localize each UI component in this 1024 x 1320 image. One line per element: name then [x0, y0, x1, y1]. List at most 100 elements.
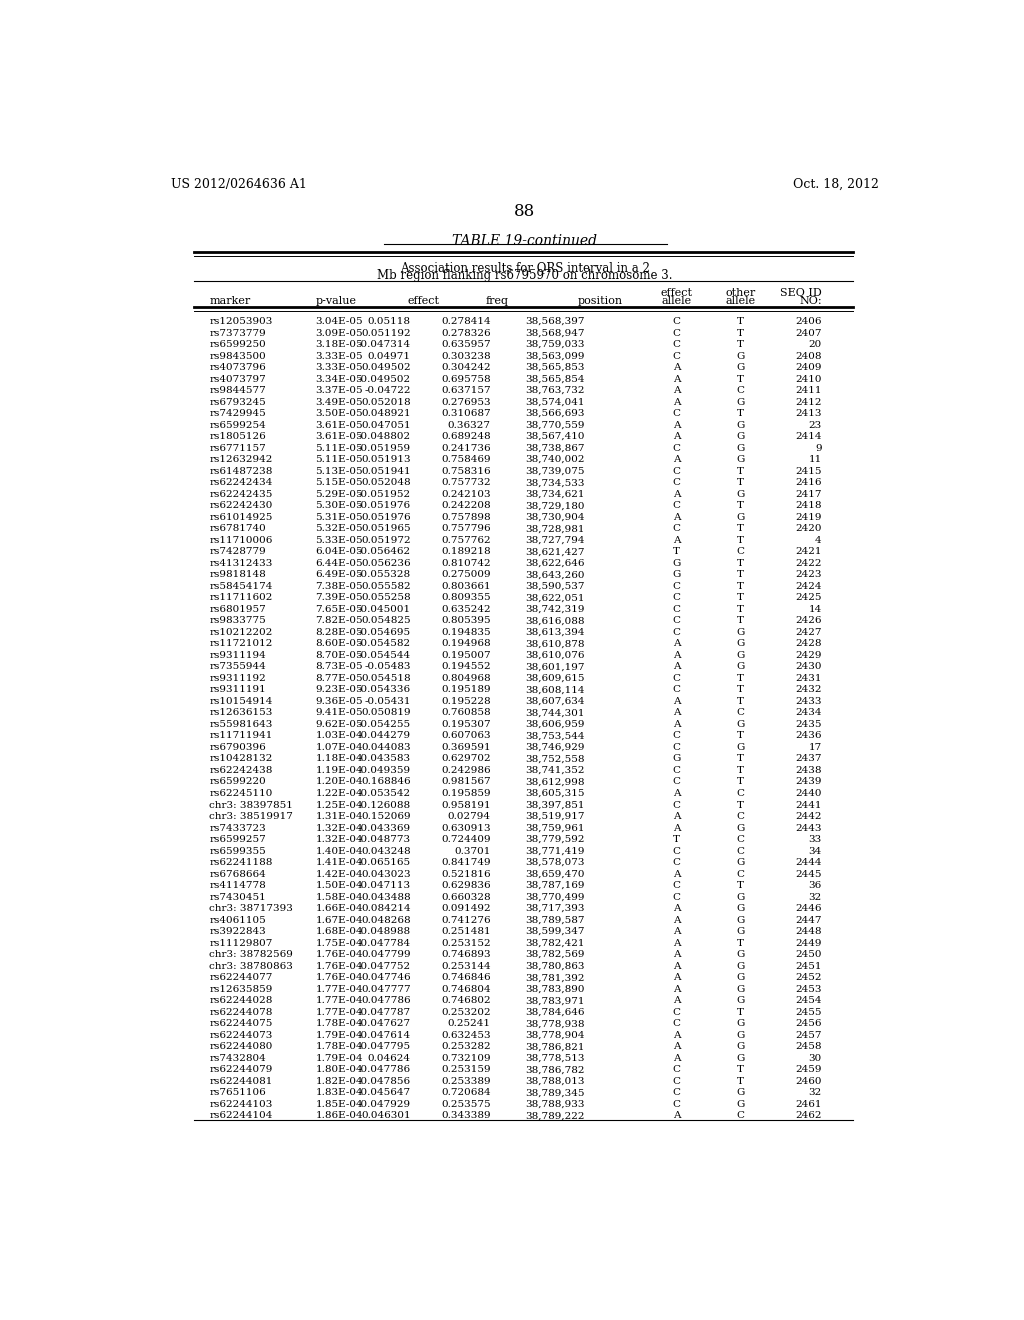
Text: 1.77E-04: 1.77E-04: [315, 1007, 364, 1016]
Text: 1.80E-04: 1.80E-04: [315, 1065, 364, 1074]
Text: -0.045001: -0.045001: [357, 605, 411, 614]
Text: T: T: [736, 605, 743, 614]
Text: -0.048988: -0.048988: [357, 927, 411, 936]
Text: 2428: 2428: [795, 639, 821, 648]
Text: A: A: [673, 939, 681, 948]
Text: 5.11E-05: 5.11E-05: [315, 455, 364, 465]
Text: C: C: [673, 1077, 681, 1086]
Text: chr3: 38519917: chr3: 38519917: [209, 812, 293, 821]
Text: 38,782,421: 38,782,421: [525, 939, 586, 948]
Text: G: G: [736, 1100, 744, 1109]
Text: rs7429945: rs7429945: [209, 409, 266, 418]
Text: 38,590,537: 38,590,537: [525, 582, 586, 591]
Text: 0.803661: 0.803661: [441, 582, 490, 591]
Text: T: T: [736, 317, 743, 326]
Text: -0.056462: -0.056462: [357, 548, 411, 556]
Text: G: G: [736, 892, 744, 902]
Text: rs11721012: rs11721012: [209, 639, 272, 648]
Text: 38,519,917: 38,519,917: [525, 812, 586, 821]
Text: rs7651106: rs7651106: [209, 1088, 266, 1097]
Text: 38,789,222: 38,789,222: [525, 1111, 586, 1121]
Text: 3.34E-05: 3.34E-05: [315, 375, 364, 384]
Text: 38,612,998: 38,612,998: [525, 777, 586, 787]
Text: 2458: 2458: [795, 1043, 821, 1051]
Text: C: C: [673, 766, 681, 775]
Text: 1.40E-04: 1.40E-04: [315, 846, 364, 855]
Text: 1.25E-04: 1.25E-04: [315, 800, 364, 809]
Text: C: C: [673, 675, 681, 682]
Text: 38,779,592: 38,779,592: [525, 836, 586, 843]
Text: G: G: [736, 1019, 744, 1028]
Text: 0.757796: 0.757796: [441, 524, 490, 533]
Text: 1.22E-04: 1.22E-04: [315, 789, 364, 799]
Text: A: A: [673, 363, 681, 372]
Text: 0.253202: 0.253202: [441, 1007, 490, 1016]
Text: 23: 23: [808, 421, 821, 429]
Text: C: C: [673, 351, 681, 360]
Text: 1.76E-04: 1.76E-04: [315, 973, 364, 982]
Text: 0.054825: 0.054825: [361, 616, 411, 626]
Text: 0.981567: 0.981567: [441, 777, 490, 787]
Text: 0.720684: 0.720684: [441, 1088, 490, 1097]
Text: rs3922843: rs3922843: [209, 927, 266, 936]
Text: Oct. 18, 2012: Oct. 18, 2012: [794, 178, 879, 190]
Text: 1.83E-04: 1.83E-04: [315, 1088, 364, 1097]
Text: rs9311194: rs9311194: [209, 651, 266, 660]
Text: 0.369591: 0.369591: [441, 743, 490, 752]
Text: 0.194968: 0.194968: [441, 639, 490, 648]
Text: 38,568,947: 38,568,947: [525, 329, 586, 338]
Text: 2423: 2423: [795, 570, 821, 579]
Text: 7.65E-05: 7.65E-05: [315, 605, 364, 614]
Text: 3.49E-05: 3.49E-05: [315, 397, 364, 407]
Text: 0.091492: 0.091492: [441, 904, 490, 913]
Text: 0.275009: 0.275009: [441, 570, 490, 579]
Text: rs4061105: rs4061105: [209, 916, 266, 924]
Text: 2426: 2426: [795, 616, 821, 626]
Text: chr3: 38397851: chr3: 38397851: [209, 800, 293, 809]
Text: T: T: [736, 570, 743, 579]
Text: 1.78E-04: 1.78E-04: [315, 1019, 364, 1028]
Text: 2431: 2431: [795, 675, 821, 682]
Text: C: C: [673, 892, 681, 902]
Text: 17: 17: [808, 743, 821, 752]
Text: 0.051976: 0.051976: [361, 512, 411, 521]
Text: -0.053542: -0.053542: [357, 789, 411, 799]
Text: 38,610,878: 38,610,878: [525, 639, 586, 648]
Text: 2442: 2442: [795, 812, 821, 821]
Text: 0.253389: 0.253389: [441, 1077, 490, 1086]
Text: 2460: 2460: [795, 1077, 821, 1086]
Text: C: C: [673, 858, 681, 867]
Text: G: G: [736, 628, 744, 636]
Text: 38,717,393: 38,717,393: [525, 904, 586, 913]
Text: A: A: [673, 421, 681, 429]
Text: A: A: [673, 812, 681, 821]
Text: 0.02794: 0.02794: [447, 812, 490, 821]
Text: 38,599,347: 38,599,347: [525, 927, 586, 936]
Text: 0.048268: 0.048268: [361, 916, 411, 924]
Text: 38,739,075: 38,739,075: [525, 467, 586, 475]
Text: 2453: 2453: [795, 985, 821, 994]
Text: G: G: [736, 719, 744, 729]
Text: 14: 14: [808, 605, 821, 614]
Text: rs11711941: rs11711941: [209, 731, 272, 741]
Text: rs11129807: rs11129807: [209, 939, 272, 948]
Text: 3.61E-05: 3.61E-05: [315, 421, 364, 429]
Text: 0.152069: 0.152069: [361, 812, 411, 821]
Text: -0.047627: -0.047627: [357, 1019, 411, 1028]
Text: 0.241736: 0.241736: [441, 444, 490, 453]
Text: 0.3701: 0.3701: [455, 846, 490, 855]
Text: 2445: 2445: [795, 870, 821, 879]
Text: 0.043248: 0.043248: [361, 846, 411, 855]
Text: 38,609,615: 38,609,615: [525, 675, 586, 682]
Text: 0.049502: 0.049502: [361, 363, 411, 372]
Text: 38,742,319: 38,742,319: [525, 605, 586, 614]
Text: 2456: 2456: [795, 1019, 821, 1028]
Text: G: G: [673, 570, 681, 579]
Text: T: T: [673, 836, 680, 843]
Text: G: G: [736, 858, 744, 867]
Text: C: C: [673, 605, 681, 614]
Text: 38,741,352: 38,741,352: [525, 766, 586, 775]
Text: rs41312433: rs41312433: [209, 558, 272, 568]
Text: 33: 33: [808, 836, 821, 843]
Text: allele: allele: [725, 296, 756, 306]
